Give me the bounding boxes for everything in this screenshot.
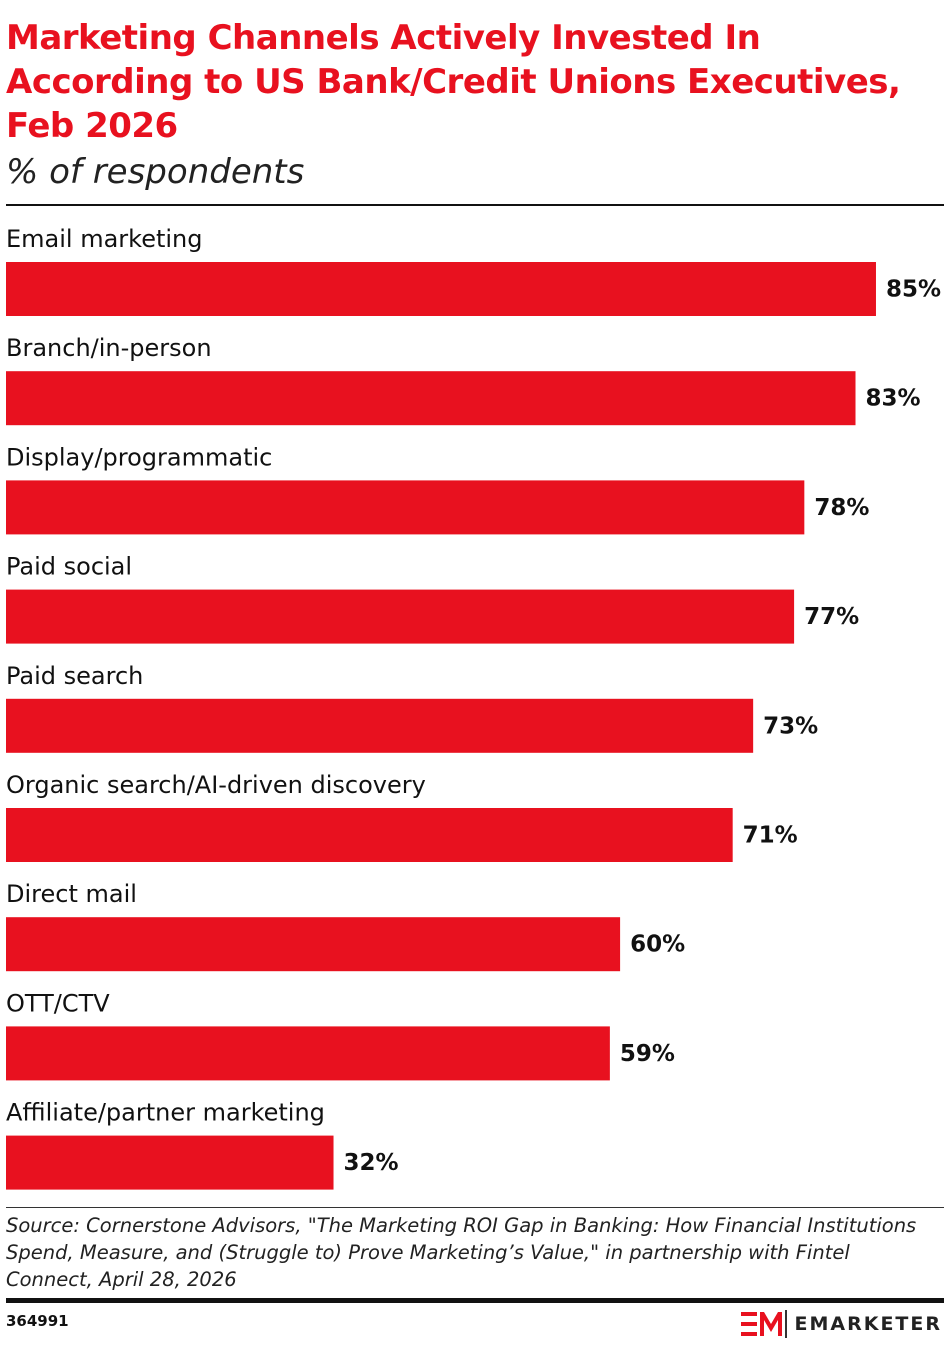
bar — [6, 589, 795, 644]
category-label: Paid social — [6, 553, 132, 581]
bar — [6, 1135, 334, 1190]
category-label: OTT/CTV — [6, 989, 110, 1017]
value-label: 85% — [886, 277, 941, 303]
value-label: 32% — [344, 1150, 399, 1176]
bar — [6, 262, 876, 316]
chart-title: Marketing Channels Actively Invested In … — [6, 18, 901, 146]
divider — [6, 1207, 944, 1208]
bar — [6, 808, 733, 862]
value-label: 59% — [620, 1041, 675, 1067]
divider — [6, 1298, 944, 1303]
category-label: Branch/in-person — [6, 334, 212, 362]
bar — [6, 917, 621, 972]
value-label: 78% — [814, 495, 869, 521]
category-label: Organic search/AI-driven discovery — [6, 771, 426, 799]
value-label: 77% — [804, 604, 859, 630]
category-label: Affiliate/partner marketing — [6, 1099, 325, 1127]
category-label: Direct mail — [6, 880, 137, 908]
logo: EMARKETER — [740, 1310, 943, 1338]
category-label: Paid search — [6, 662, 143, 690]
source-note: Source: Cornerstone Advisors, "The Marke… — [6, 1214, 917, 1291]
value-label: 60% — [630, 932, 685, 958]
chart-id: 364991 — [6, 1312, 69, 1330]
bar — [6, 698, 754, 753]
divider — [6, 204, 944, 206]
brand-name: EMARKETER — [794, 1313, 942, 1335]
category-label: Email marketing — [6, 225, 203, 253]
bar — [6, 371, 856, 426]
logo-icon — [740, 1310, 787, 1338]
chart: Email marketing 85% Branch/in-person 83% Dis… — [6, 225, 941, 1190]
bar — [6, 480, 805, 535]
category-label: Display/programmatic — [6, 443, 272, 471]
value-label: 71% — [743, 823, 798, 849]
value-label: 83% — [866, 386, 921, 412]
bar — [6, 1026, 610, 1081]
value-label: 73% — [763, 713, 818, 739]
chart-subtitle: % of respondents — [6, 152, 305, 192]
